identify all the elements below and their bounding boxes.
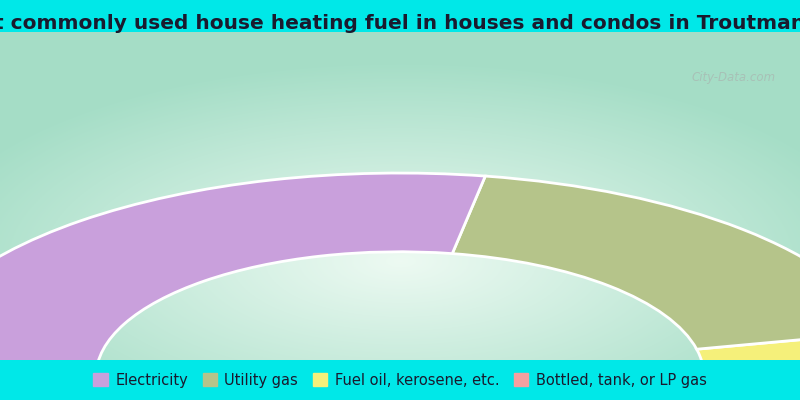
Legend: Electricity, Utility gas, Fuel oil, kerosene, etc., Bottled, tank, or LP gas: Electricity, Utility gas, Fuel oil, kero…	[90, 370, 710, 391]
Wedge shape	[452, 176, 800, 349]
Wedge shape	[697, 332, 800, 366]
Wedge shape	[0, 173, 486, 376]
Wedge shape	[703, 358, 800, 376]
Text: City-Data.com: City-Data.com	[692, 71, 776, 84]
Text: Most commonly used house heating fuel in houses and condos in Troutman, NC: Most commonly used house heating fuel in…	[0, 14, 800, 33]
